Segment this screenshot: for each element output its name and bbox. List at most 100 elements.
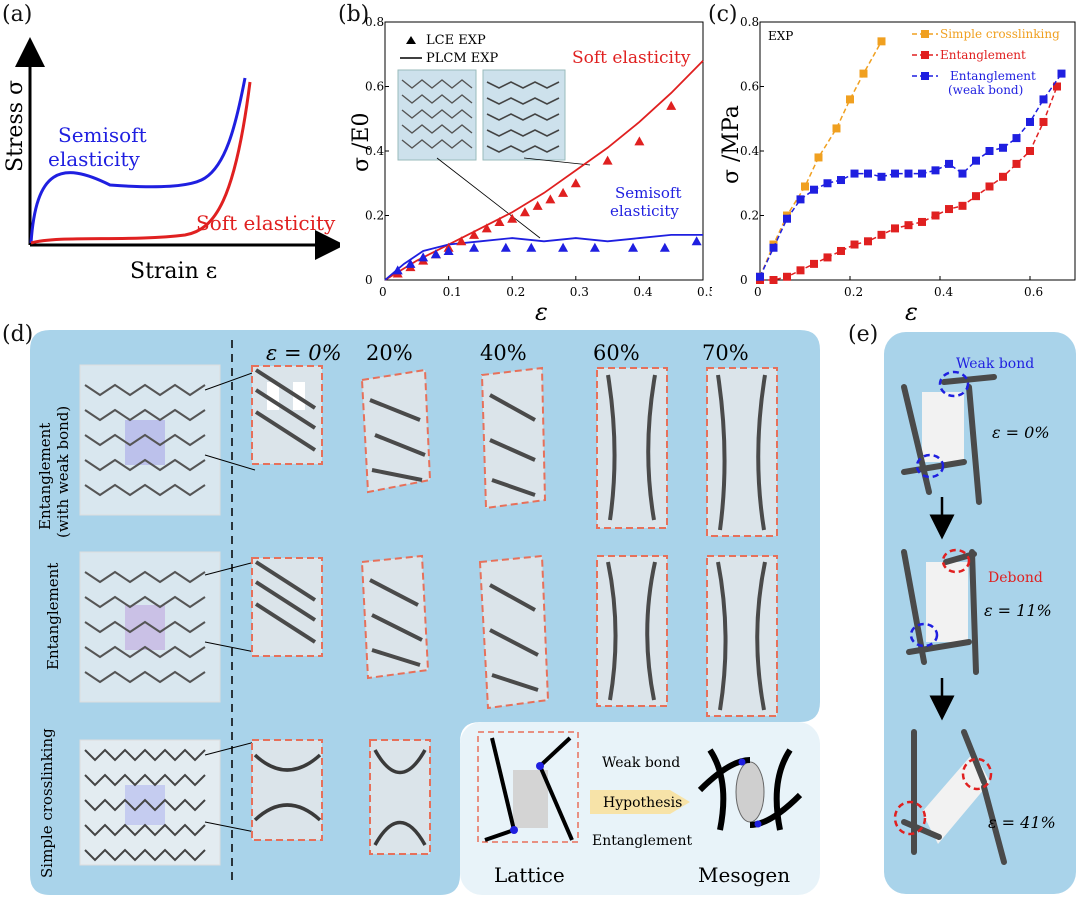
data-point-square [850, 240, 859, 249]
strain-header-70: 70% [702, 341, 749, 365]
row-label-entanglement: Entanglement [44, 563, 62, 670]
legend-triangle-marker [406, 36, 416, 44]
data-point-triangle [519, 207, 530, 217]
data-point-square [877, 230, 886, 239]
data-point-square [864, 169, 872, 178]
data-point-square [904, 221, 913, 230]
row-label-crosslinking: Simple crosslinking [38, 728, 56, 878]
sample-entanglement-60 [596, 555, 668, 707]
data-point-triangle [558, 187, 569, 197]
data-point-square [1053, 82, 1061, 91]
data-point-square [945, 205, 953, 214]
data-point-square [877, 37, 886, 46]
data-point-triangle [500, 242, 511, 252]
lattice-entanglement [79, 551, 256, 703]
series-line [759, 40, 883, 278]
strain-axis-label: Strain ε [130, 259, 217, 284]
entanglement-inset-label: Entanglement [592, 833, 693, 849]
x-tick-label: 0.3 [570, 285, 589, 299]
data-point-square [850, 169, 859, 178]
data-point-square [756, 272, 764, 281]
legend-weak-bond-1: Entanglement [950, 69, 1036, 83]
panel-e-label: (e) [848, 322, 879, 347]
data-point-triangle [532, 200, 543, 210]
stage-41 [893, 729, 1007, 865]
x-tick-label: 0.6 [1024, 285, 1043, 299]
strain-label-0: ε = 0% [992, 423, 1050, 442]
panel-c-ticks: 0 0.2 0.4 0.6 0 0.2 0.4 0.6 0.8 [740, 15, 1043, 299]
data-point-square [877, 172, 886, 181]
series-line [384, 60, 704, 281]
panel-b-chart: σ /E0 ε LCE EXP PLCM EXP Soft elasticity… [349, 15, 712, 326]
legend-lce: LCE EXP [426, 33, 486, 48]
data-point-square [823, 253, 832, 262]
semisoft-label-2: elasticity [48, 147, 140, 171]
data-point-square [823, 179, 832, 188]
y-tick-label: 0.2 [365, 209, 384, 223]
data-point-triangle [691, 236, 702, 246]
data-point-triangle [602, 155, 613, 165]
data-point-square [918, 217, 926, 226]
weak-bond-inset-label: Weak bond [602, 755, 680, 771]
legend-entanglement: Entanglement [940, 48, 1026, 62]
panel-b-label: (b) [338, 2, 370, 27]
y-tick-label: 0.6 [365, 80, 384, 94]
data-point-triangle [507, 213, 518, 223]
inset-pointer-2 [523, 157, 591, 166]
data-point-triangle [589, 242, 600, 252]
inset-lattice-semisoft [397, 69, 477, 161]
soft-curve [30, 81, 252, 245]
strain-label-41: ε = 41% [988, 813, 1056, 832]
stage-11 [901, 548, 979, 675]
data-point-triangle [418, 252, 429, 262]
series-line [384, 233, 703, 281]
inset-lattice-soft [482, 69, 566, 161]
y-tick-label: 0 [365, 273, 373, 287]
x-tick-label: 0.5 [697, 285, 712, 299]
plot-frame [759, 21, 1076, 281]
lattice-crosslinking [79, 739, 256, 866]
y-tick-label: 0 [740, 273, 748, 287]
data-point-triangle [558, 242, 569, 252]
data-point-triangle [628, 242, 639, 252]
x-tick-label: 0.4 [934, 285, 953, 299]
semisoft-annotation-1: Semisoft [615, 184, 681, 202]
sample-weak-bond-60 [596, 367, 668, 529]
sample-crosslinking-20 [369, 739, 431, 855]
panel-e: Weak bond ε = 0% Debond ε = 11% ε = 41% [884, 332, 1076, 894]
soft-elasticity-annotation: Soft elasticity [572, 48, 691, 68]
legend: Simple crosslinking Entanglement Entangl… [912, 27, 1060, 97]
legend-marker-crosslinking [921, 30, 929, 38]
y-tick-label: 0.6 [740, 80, 759, 94]
x-tick-label: 0.1 [443, 285, 462, 299]
legend-weak-bond-2: (weak bond) [948, 83, 1023, 97]
data-point-square [891, 224, 899, 233]
x-tick-label: 0.4 [633, 285, 652, 299]
data-point-square [859, 69, 868, 78]
mesogen-label: Mesogen [698, 863, 790, 887]
data-point-triangle [405, 258, 416, 268]
strain-header-20: 20% [366, 341, 413, 365]
y-axis-label: σ /MPa [719, 105, 744, 184]
data-point-square [972, 156, 980, 165]
sample-weak-bond-0 [251, 365, 323, 465]
panel-e-background [884, 332, 1076, 894]
data-point-triangle [570, 178, 581, 188]
x-tick-label: 0.2 [844, 285, 863, 299]
panel-c-label: (c) [708, 2, 738, 27]
data-point-square [958, 169, 967, 178]
data-point-square [837, 246, 845, 255]
sample-entanglement-70 [706, 555, 778, 717]
data-point-square [985, 182, 994, 191]
y-tick-label: 0.8 [365, 15, 384, 29]
data-point-triangle [430, 249, 441, 259]
data-point-square [1026, 117, 1034, 126]
panel-c-marks [756, 37, 1066, 284]
weak-bond-label: Weak bond [956, 356, 1034, 372]
data-point-square [958, 201, 967, 210]
data-point-square [810, 185, 818, 194]
panel-a-label: (a) [2, 2, 33, 27]
sample-entanglement-0 [251, 557, 323, 657]
data-point-square [904, 169, 913, 178]
sample-entanglement-20 [360, 554, 430, 680]
